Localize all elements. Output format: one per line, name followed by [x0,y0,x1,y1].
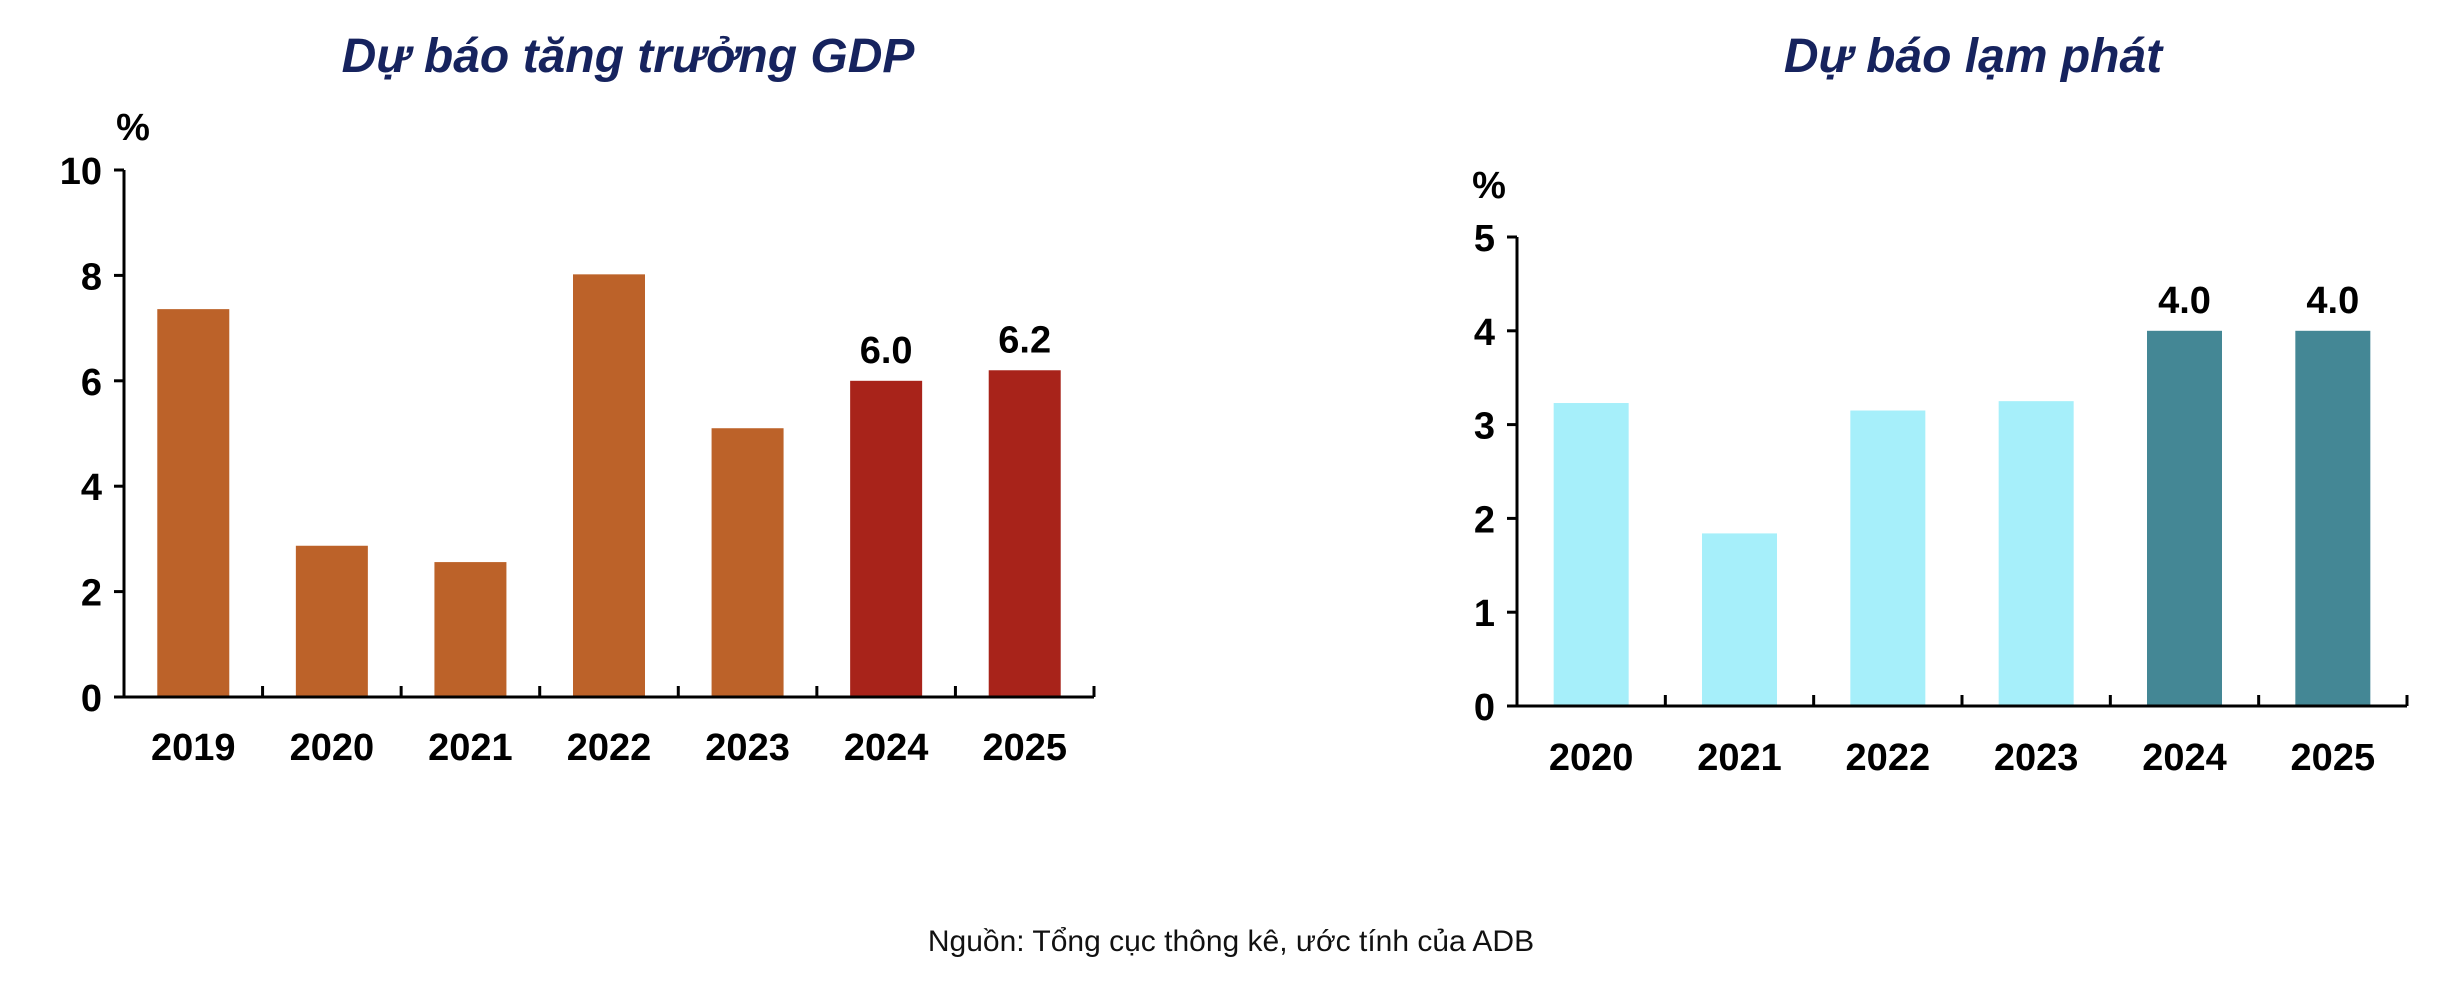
bar-2021 [434,562,507,697]
x-tick-label: 2025 [982,727,1067,769]
bar-2024 [850,380,923,697]
bar-2025 [988,370,1061,697]
y-axis-unit: % [1472,165,1506,207]
x-tick-label: 2023 [1994,737,2079,779]
bar-2020 [295,545,368,697]
y-tick-label: 0 [81,678,102,720]
data-label: 4.0 [2158,280,2211,322]
bar-2019 [157,309,230,697]
data-label: 6.0 [860,330,913,372]
x-tick-label: 2024 [2142,737,2227,779]
x-tick-label: 2020 [1549,737,1634,779]
x-tick-label: 2024 [844,727,929,769]
y-axis-unit: % [116,107,150,149]
x-tick-label: 2023 [705,727,790,769]
y-tick-label: 6 [81,362,102,404]
y-tick-label: 0 [1474,687,1495,729]
y-tick-label: 4 [81,467,102,509]
bar-2023 [1998,401,2074,706]
y-tick-label: 8 [81,256,102,298]
chart-title: Dự báo tăng trưởng GDP [342,30,916,83]
source-note: Nguồn: Tổng cục thông kê, ước tính của A… [927,925,1535,958]
bar-2022 [1850,410,1926,706]
y-tick-label: 5 [1474,218,1495,260]
y-tick-label: 10 [60,151,102,193]
y-tick-label: 1 [1474,593,1495,635]
y-tick-label: 4 [1474,312,1495,354]
y-tick-label: 2 [1474,499,1495,541]
data-label: 4.0 [2306,280,2359,322]
x-tick-label: 2021 [428,727,513,769]
x-tick-label: 2022 [567,727,652,769]
y-tick-label: 3 [1474,406,1495,448]
bar-2021 [1702,533,1777,706]
data-label: 6.2 [998,319,1051,361]
bar-2024 [2147,330,2222,706]
x-tick-label: 2019 [151,727,236,769]
x-tick-label: 2021 [1697,737,1782,779]
y-tick-label: 2 [81,573,102,615]
x-tick-label: 2020 [290,727,375,769]
bar-2025 [2295,330,2371,706]
bar-2023 [711,428,784,697]
x-tick-label: 2022 [1846,737,1931,779]
x-tick-label: 2025 [2291,737,2376,779]
chart-title: Dự báo lạm phát [1784,30,2164,83]
bar-2020 [1553,403,1629,706]
bar-2022 [573,274,645,697]
